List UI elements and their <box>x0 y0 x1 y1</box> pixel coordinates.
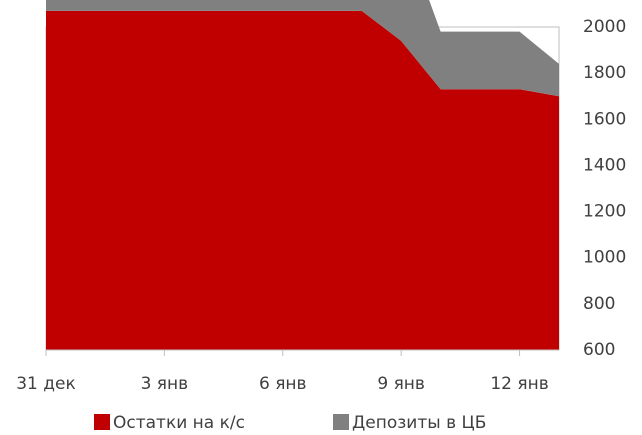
y-tick-label: 1600 <box>583 109 626 129</box>
y-tick-label: 1000 <box>583 248 626 268</box>
area <box>46 10 559 350</box>
y-tick-label: 2000 <box>583 17 626 37</box>
x-tick-label: 12 янв <box>490 374 548 394</box>
y-tick-label: 1800 <box>583 63 626 83</box>
y-tick-label: 800 <box>583 294 615 314</box>
x-tick-label: 3 янв <box>141 374 189 394</box>
legend-swatch <box>333 414 349 430</box>
legend-label: Депозиты в ЦБ <box>352 413 486 433</box>
y-tick-label: 1400 <box>583 155 626 175</box>
area <box>46 0 559 97</box>
x-tick-label: 6 янв <box>259 374 307 394</box>
y-tick-label: 1200 <box>583 202 626 222</box>
legend-label: Остатки на к/с <box>113 413 245 433</box>
x-tick-label: 31 дек <box>16 374 76 394</box>
y-tick-label: 600 <box>583 340 615 360</box>
legend-swatch <box>94 414 110 430</box>
x-tick-label: 9 янв <box>377 374 425 394</box>
